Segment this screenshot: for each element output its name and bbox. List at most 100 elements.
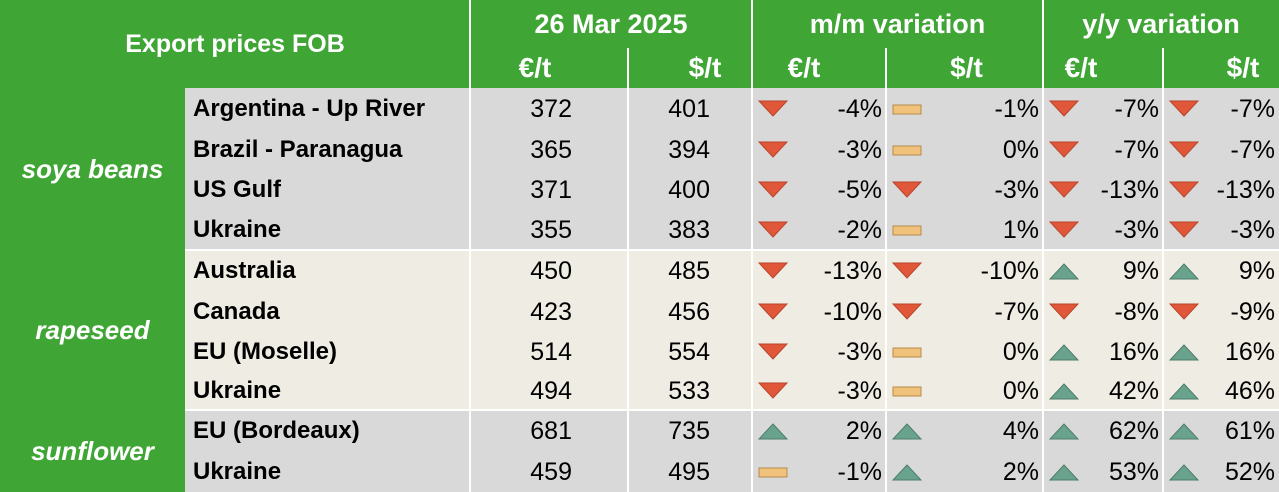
mm-usd-cell: -7% xyxy=(886,292,1043,332)
trend-down-icon xyxy=(758,140,788,160)
trend-up-icon xyxy=(1049,421,1079,441)
column-divider xyxy=(1042,0,1044,492)
trend-up-icon xyxy=(1049,462,1079,482)
mm-eur-cell: -10% xyxy=(752,292,886,332)
trend-down-icon xyxy=(892,180,922,200)
mm-usd-cell: -10% xyxy=(886,250,1043,292)
variation-value: -3% xyxy=(837,135,882,164)
variation-value: -3% xyxy=(1230,215,1275,244)
trend-down-icon xyxy=(1049,99,1079,119)
trend-down-icon xyxy=(758,220,788,240)
yy-usd-header: $/t xyxy=(1163,48,1279,88)
mm-usd-cell: 4% xyxy=(886,410,1043,452)
origin-cell: Ukraine xyxy=(185,210,470,250)
mm-usd-cell: 2% xyxy=(886,452,1043,492)
mm-usd-cell: -3% xyxy=(886,170,1043,210)
variation-value: 4% xyxy=(1002,416,1039,445)
yy-usd-cell: 61% xyxy=(1163,410,1279,452)
trend-up-icon xyxy=(1169,261,1199,281)
yy-usd-cell: 9% xyxy=(1163,250,1279,292)
eur-price-cell: 371 xyxy=(470,170,628,210)
origin-cell: Australia xyxy=(185,250,470,292)
yy-eur-cell: 53% xyxy=(1043,452,1163,492)
trend-flat-icon xyxy=(892,99,922,119)
eur-price-cell: 423 xyxy=(470,292,628,332)
yy-eur-cell: 16% xyxy=(1043,332,1163,372)
variation-value: 9% xyxy=(1122,256,1159,285)
trend-up-icon xyxy=(1169,381,1199,401)
variation-value: 52% xyxy=(1224,457,1275,486)
trend-down-icon xyxy=(892,261,922,281)
yy-eur-cell: -7% xyxy=(1043,88,1163,130)
usd-price-cell: 495 xyxy=(628,452,752,492)
trend-down-icon xyxy=(1169,180,1199,200)
trend-down-icon xyxy=(1049,302,1079,322)
yy-eur-cell: 9% xyxy=(1043,250,1163,292)
origin-cell: Brazil - Paranagua xyxy=(185,130,470,170)
trend-down-icon xyxy=(758,180,788,200)
table-title: Export prices FOB xyxy=(0,0,470,88)
variation-value: 0% xyxy=(1002,376,1039,405)
group-label: sunflower xyxy=(0,410,185,492)
trend-up-icon xyxy=(1169,462,1199,482)
group-label: soya beans xyxy=(0,88,185,250)
yy-usd-cell: 46% xyxy=(1163,372,1279,410)
variation-value: -7% xyxy=(1114,94,1159,123)
usd-price-cell: 400 xyxy=(628,170,752,210)
origin-cell: US Gulf xyxy=(185,170,470,210)
variation-value: -7% xyxy=(1230,135,1275,164)
mm-eur-cell: -2% xyxy=(752,210,886,250)
column-divider xyxy=(885,48,887,492)
origin-cell: Ukraine xyxy=(185,372,470,410)
mm-usd-cell: 0% xyxy=(886,130,1043,170)
yy-eur-header: €/t xyxy=(1043,48,1163,88)
eur-price-cell: 459 xyxy=(470,452,628,492)
trend-up-icon xyxy=(1169,421,1199,441)
yy-usd-cell: -7% xyxy=(1163,88,1279,130)
yy-eur-cell: 62% xyxy=(1043,410,1163,452)
variation-value: -1% xyxy=(994,94,1039,123)
mm-variation-header: m/m variation xyxy=(752,0,1043,48)
origin-cell: Canada xyxy=(185,292,470,332)
mm-usd-cell: 0% xyxy=(886,372,1043,410)
yy-usd-cell: 16% xyxy=(1163,332,1279,372)
mm-eur-header: €/t xyxy=(752,48,886,88)
column-divider xyxy=(751,0,753,492)
mm-usd-cell: -1% xyxy=(886,88,1043,130)
variation-value: -7% xyxy=(1230,94,1275,123)
mm-eur-cell: -1% xyxy=(752,452,886,492)
trend-flat-icon xyxy=(892,140,922,160)
usd-price-cell: 394 xyxy=(628,130,752,170)
trend-up-icon xyxy=(892,462,922,482)
variation-value: 46% xyxy=(1224,376,1275,405)
variation-value: -5% xyxy=(837,175,882,204)
origin-cell: EU (Moselle) xyxy=(185,332,470,372)
trend-down-icon xyxy=(1169,220,1199,240)
trend-up-icon xyxy=(1169,342,1199,362)
variation-value: 1% xyxy=(1002,215,1039,244)
trend-down-icon xyxy=(1049,180,1079,200)
eur-price-cell: 365 xyxy=(470,130,628,170)
variation-value: -1% xyxy=(837,457,882,486)
date-eur-header: €/t xyxy=(470,48,628,88)
trend-down-icon xyxy=(758,381,788,401)
variation-value: -13% xyxy=(823,256,882,285)
trend-down-icon xyxy=(1049,140,1079,160)
variation-value: -13% xyxy=(1216,175,1275,204)
trend-up-icon xyxy=(892,421,922,441)
mm-eur-cell: -3% xyxy=(752,332,886,372)
variation-value: -7% xyxy=(1114,135,1159,164)
column-divider xyxy=(1162,48,1164,492)
group-label: rapeseed xyxy=(0,250,185,410)
trend-down-icon xyxy=(758,99,788,119)
variation-value: -10% xyxy=(980,256,1039,285)
mm-usd-cell: 1% xyxy=(886,210,1043,250)
mm-eur-cell: -13% xyxy=(752,250,886,292)
trend-up-icon xyxy=(758,421,788,441)
mm-usd-cell: 0% xyxy=(886,332,1043,372)
column-divider xyxy=(627,48,629,492)
variation-value: -8% xyxy=(1114,297,1159,326)
yy-eur-cell: -7% xyxy=(1043,130,1163,170)
usd-price-cell: 533 xyxy=(628,372,752,410)
